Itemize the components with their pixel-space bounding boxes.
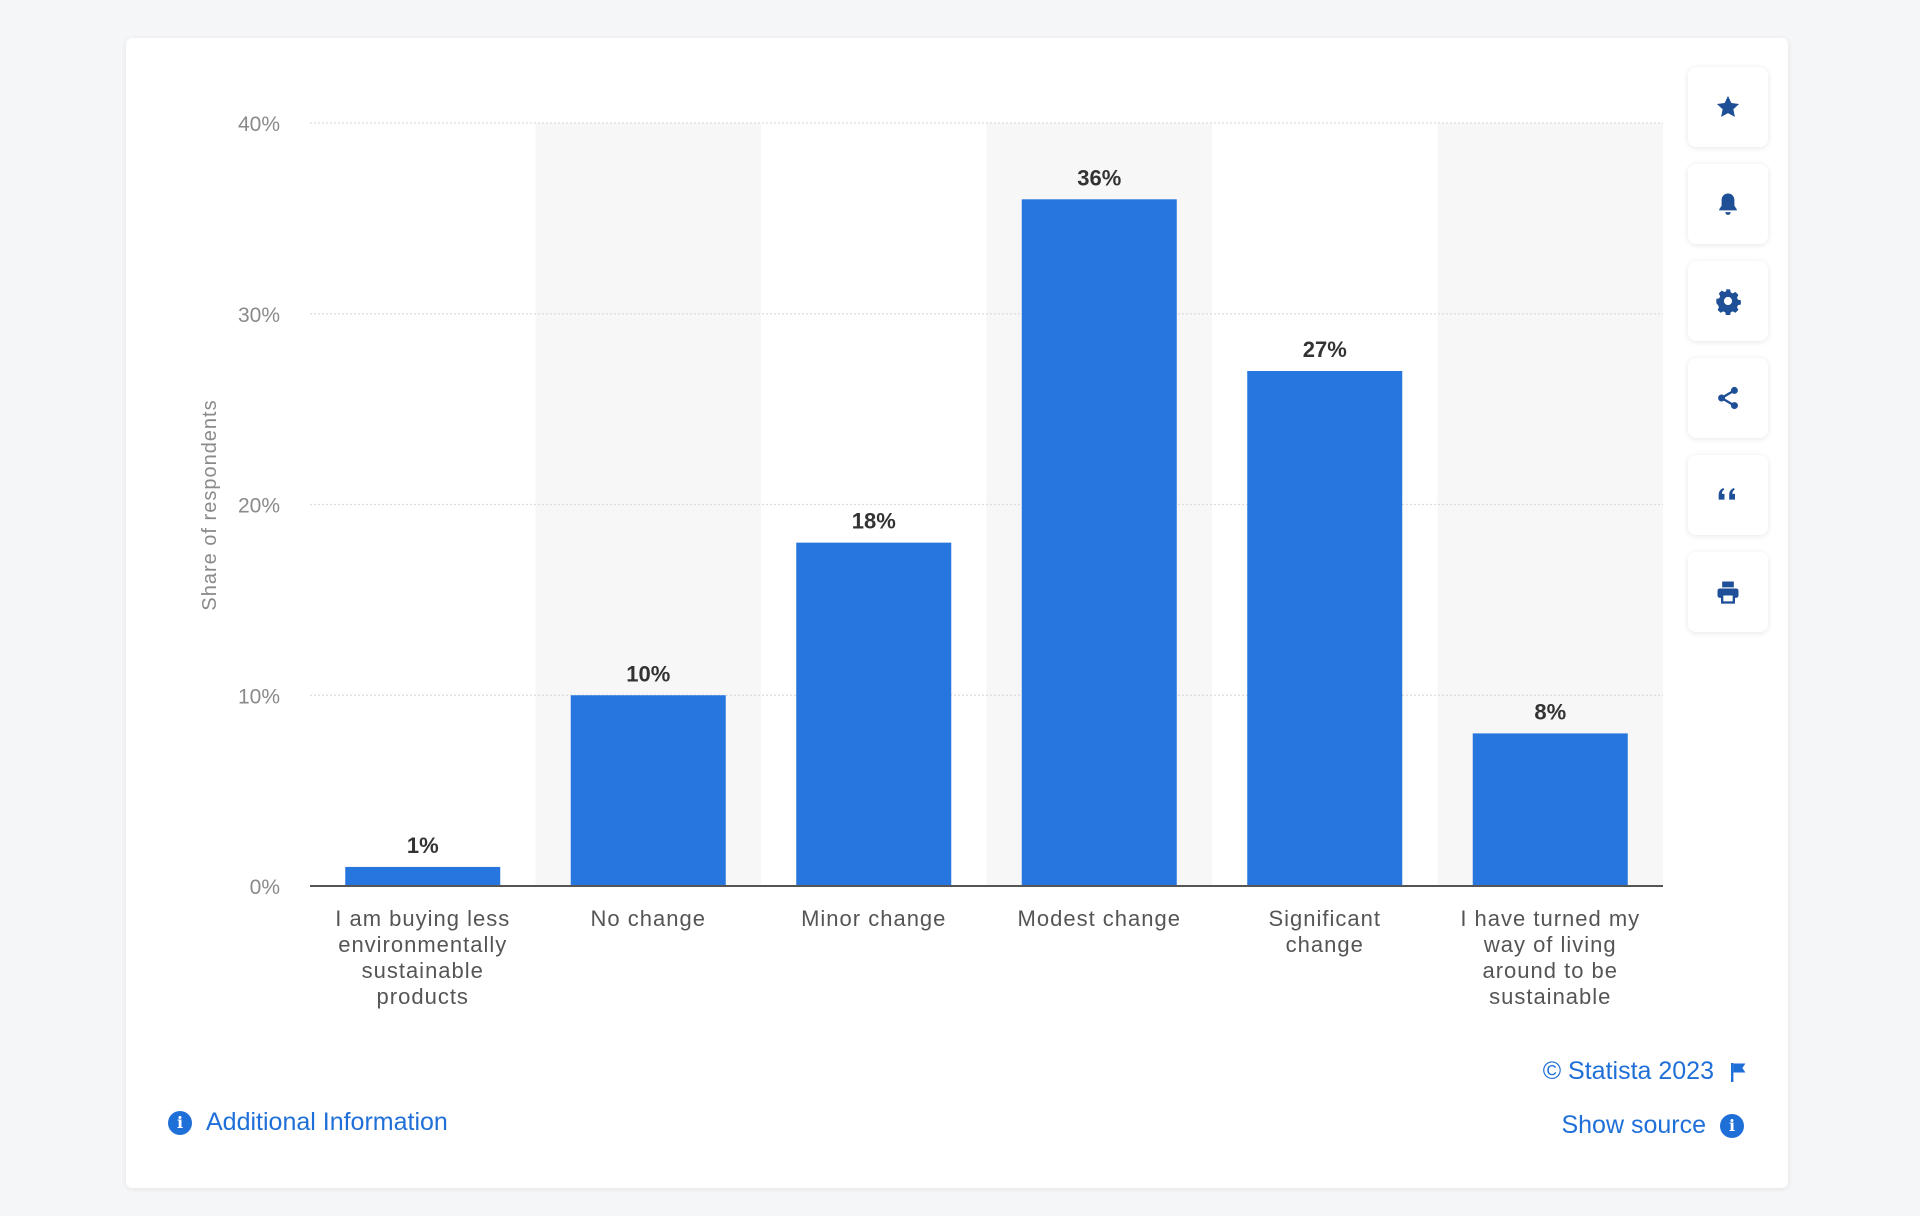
y-tick-label: 0% (250, 876, 280, 899)
print-button[interactable] (1688, 552, 1768, 632)
notification-button[interactable] (1688, 164, 1768, 244)
x-tick-label: I have turned my way of living around to b… (1460, 906, 1640, 1009)
y-axis-title: Share of respondents (199, 399, 221, 610)
star-icon (1716, 95, 1740, 117)
data-label: 27% (1303, 337, 1347, 362)
data-label: 8% (1534, 699, 1566, 724)
bar (1472, 733, 1628, 886)
statista-credit-link[interactable]: © Statista 2023 (1543, 1057, 1748, 1086)
bar (796, 542, 952, 886)
bar (570, 695, 726, 886)
show-source-link[interactable]: Show source i (1561, 1111, 1744, 1140)
x-tick-label: Significant change (1268, 906, 1381, 957)
data-label: 10% (626, 661, 670, 686)
quote-icon (1718, 488, 1735, 500)
gear-icon (1716, 289, 1741, 315)
share-button[interactable] (1688, 358, 1768, 438)
flag-icon (1731, 1062, 1746, 1082)
data-label: 36% (1077, 165, 1121, 190)
share-icon (1718, 386, 1738, 410)
y-tick-label: 40% (238, 113, 280, 136)
bar (1021, 199, 1177, 887)
x-tick-label: Modest change (1018, 906, 1181, 931)
x-tick-label: No change (591, 906, 706, 931)
additional-information-link[interactable]: i Additional Information (168, 1108, 448, 1137)
chart-toolbar (1688, 67, 1768, 649)
additional-information-label: Additional Information (206, 1108, 448, 1136)
settings-button[interactable] (1688, 261, 1768, 341)
info-icon: i (1720, 1113, 1744, 1138)
data-label: 18% (852, 509, 896, 534)
bar (1247, 370, 1403, 887)
x-tick-label: I am buying less environmentally sustainab… (335, 906, 510, 1009)
print-icon (1717, 581, 1739, 604)
info-icon: i (168, 1110, 192, 1135)
bell-icon (1719, 193, 1737, 215)
bar (345, 866, 501, 886)
y-tick-label: 10% (238, 685, 280, 708)
show-source-label: Show source (1561, 1111, 1706, 1139)
statista-credit-label: © Statista 2023 (1542, 1057, 1714, 1085)
y-tick-label: 30% (238, 304, 280, 327)
y-tick-label: 20% (238, 495, 280, 518)
favorite-button[interactable] (1688, 67, 1768, 147)
x-tick-label: Minor change (801, 906, 946, 931)
data-label: 1% (407, 833, 439, 858)
cite-button[interactable] (1688, 455, 1768, 535)
